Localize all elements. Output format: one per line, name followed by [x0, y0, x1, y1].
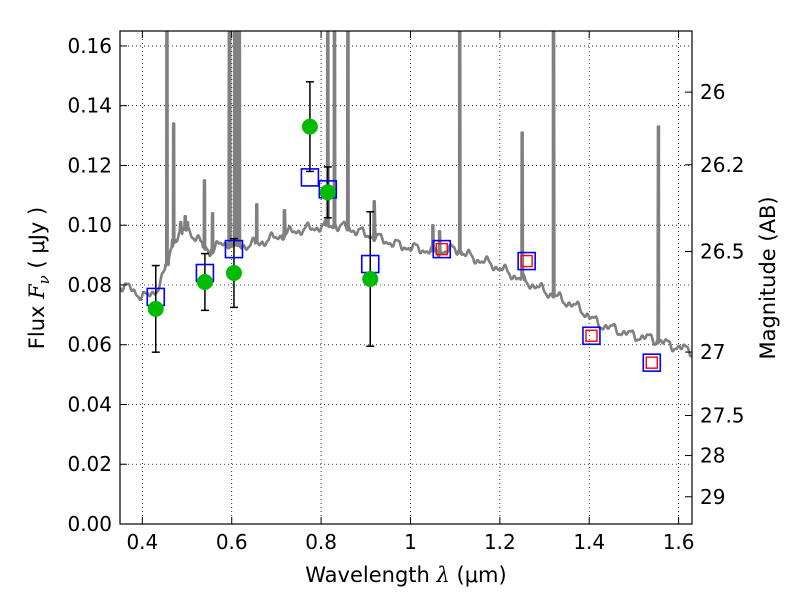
y-axis-label: Flux Fν ( μJy ): [25, 207, 53, 349]
observed-point: [196, 273, 213, 290]
y-tick-label: 0.02: [67, 452, 112, 476]
predicted-square: [585, 329, 598, 342]
magnitude-tick-label: 28: [700, 444, 725, 468]
x-tick-label: 1.2: [484, 530, 516, 554]
plot-frame: [119, 30, 693, 525]
magnitude-tick-label: 29: [700, 485, 725, 509]
x-tick-label: 1.6: [663, 530, 695, 554]
observed-point: [319, 184, 336, 201]
model-photometry-square: [300, 168, 320, 187]
y-axis-right-label: Magnitude (AB): [756, 196, 780, 359]
magnitude-tick-label: 26.2: [700, 153, 745, 177]
model-photometry-square: [432, 239, 452, 259]
plot-area: [120, 31, 692, 372]
model-photometry-square: [642, 353, 662, 372]
y-tick-label: 0.10: [67, 213, 112, 237]
observed-point: [301, 118, 318, 135]
model-photometry-square: [582, 326, 601, 346]
predicted-square: [645, 356, 658, 369]
magnitude-tick-label: 27.5: [700, 404, 745, 428]
plot-background: [120, 31, 692, 524]
model-photometry-square: [224, 239, 244, 259]
x-tick-label: 1.4: [573, 530, 605, 554]
x-tick-label: 0.4: [126, 530, 158, 554]
y-tick-label: 0.06: [67, 333, 112, 357]
y-tick-label: 0.12: [67, 153, 112, 177]
y-tick-label: 0.00: [67, 512, 112, 536]
magnitude-tick-label: 27: [700, 340, 725, 364]
magnitude-tick-label: 26: [700, 80, 725, 104]
x-tick-label: 1: [404, 530, 417, 554]
y-tick-label: 0.16: [67, 34, 112, 58]
magnitude-tick-label: 26.5: [700, 240, 745, 264]
x-tick-label: 0.6: [216, 530, 248, 554]
observed-point: [225, 265, 242, 282]
y-tick-label: 0.14: [67, 94, 112, 118]
observed-point: [147, 300, 164, 317]
x-tick-label: 0.8: [305, 530, 337, 554]
model-spectrum-line: [120, 31, 692, 358]
y-tick-label: 0.08: [67, 273, 112, 297]
model-photometry-square: [517, 251, 536, 271]
predicted-square: [520, 254, 533, 268]
x-axis-label: Wavelength λ (μm): [305, 563, 506, 587]
observed-point: [362, 270, 379, 287]
ticks: 0.4 0.6 0.8 1 1.2 1.4 1.6 0.00 0.02 0.04 0.06 0.08 0…: [67, 31, 745, 554]
y-tick-label: 0.04: [67, 392, 112, 416]
predicted-square: [435, 242, 448, 256]
